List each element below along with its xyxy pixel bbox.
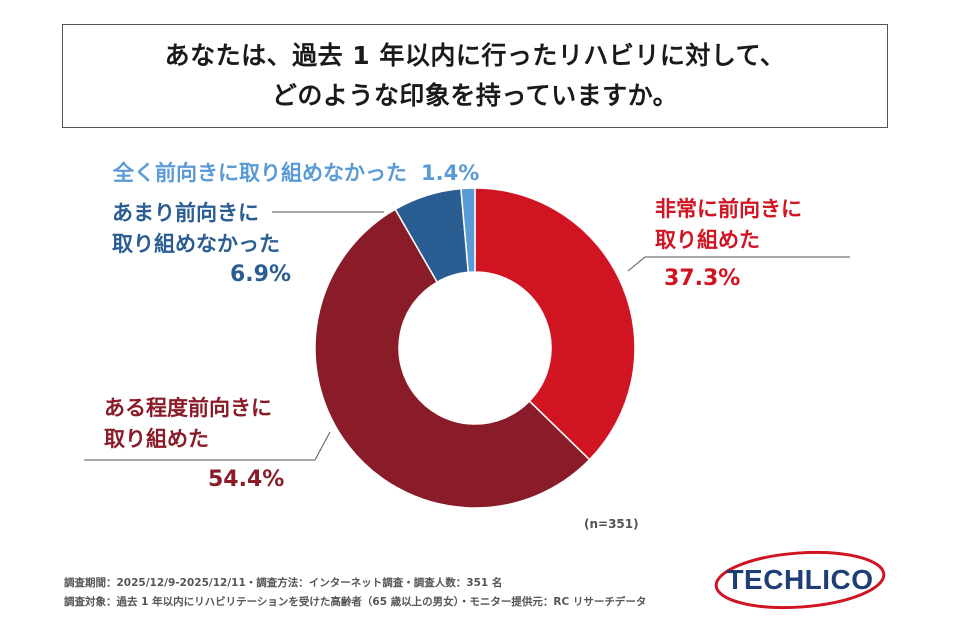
leader-line-slice-2 — [84, 431, 331, 461]
slice-label-3: あまり前向きに 取り組めなかった — [112, 198, 280, 260]
slice-value-1: 37.3% — [664, 266, 741, 291]
slice-value-4: 1.4% — [421, 161, 480, 185]
logo-swoosh-icon — [714, 550, 886, 610]
slice-label-1-line2: 取り組めた — [655, 228, 760, 252]
slice-label-2-line1: ある程度前向きに — [104, 396, 272, 420]
title-line-2: どのような印象を持っていますか。 — [271, 81, 679, 110]
slice-label-2-line2: 取り組めた — [104, 427, 209, 451]
slice-label-1-line1: 非常に前向きに — [655, 197, 802, 221]
donut-slice-2 — [314, 208, 591, 509]
slice-label-4: 全く前向きに取り組めなかった 1.4% — [113, 158, 479, 189]
title-line-1: あなたは、過去 1 年以内に行ったリハビリに対して、 — [164, 41, 786, 70]
slice-label-1: 非常に前向きに 取り組めた — [655, 194, 802, 256]
slice-label-2: ある程度前向きに 取り組めた — [104, 393, 272, 455]
slice-value-3: 6.9% — [230, 262, 292, 287]
slice-label-3-line2: 取り組めなかった — [112, 232, 280, 256]
donut-slice-4 — [460, 187, 476, 274]
footer-survey-target: 調査対象：過去 1 年以内にリハビリテーションを受けた高齢者（65 歳以上の男女… — [64, 596, 647, 608]
slice-label-3-line1: あまり前向きに — [112, 201, 259, 225]
slice-value-2: 54.4% — [208, 467, 285, 492]
logo-text: TECHLICO — [726, 564, 874, 595]
footer-survey-period: 調査期間：2025/12/9-2025/12/11・調査方法：インターネット調査… — [64, 577, 503, 589]
slice-label-4-text: 全く前向きに取り組めなかった — [113, 161, 407, 185]
sample-size-label: (n=351) — [584, 517, 639, 531]
title-box: あなたは、過去 1 年以内に行ったリハビリに対して、 どのような印象を持っていま… — [62, 24, 888, 128]
donut-slice-1 — [474, 187, 636, 461]
techlico-logo: TECHLICO — [712, 548, 888, 612]
leader-line-slice-1 — [627, 256, 850, 272]
